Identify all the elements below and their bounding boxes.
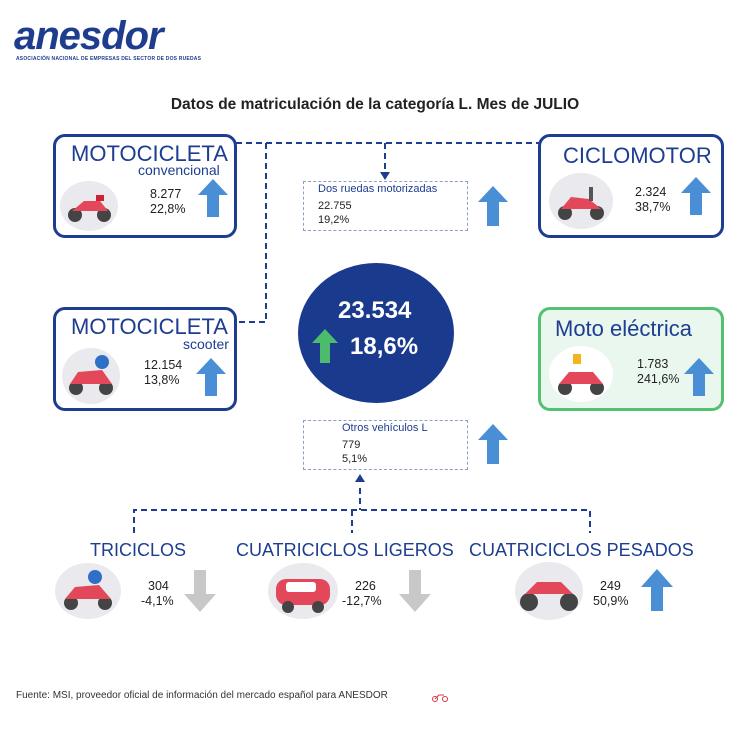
triciclos-percent: -4,1% bbox=[141, 594, 174, 608]
cuatriciclos-pesados-value: 249 bbox=[600, 579, 621, 593]
arrowhead-otros bbox=[355, 474, 365, 482]
arrow-up-icon bbox=[641, 569, 673, 611]
brand-logo-subtitle: ASOCIACIÓN NACIONAL DE EMPRESAS DEL SECT… bbox=[16, 56, 202, 62]
percent: 241,6% bbox=[637, 372, 680, 386]
arrow-up-icon bbox=[684, 358, 714, 396]
card-subtitle: scooter bbox=[183, 336, 229, 352]
electric-scooter-icon bbox=[549, 346, 613, 402]
card-moto-electrica: Moto eléctrica 1.783 241,6% bbox=[538, 307, 724, 411]
card-motocicleta-scooter: MOTOCICLETA scooter 12.154 13,8% bbox=[53, 307, 237, 411]
box-label: Dos ruedas motorizadas bbox=[318, 183, 438, 195]
percent: 22,8% bbox=[150, 202, 186, 216]
quad-icon bbox=[515, 562, 583, 620]
value: 22.755 bbox=[318, 200, 352, 212]
box-otros-vehiculos-l: Otros vehículos L 779 5,1% bbox=[303, 420, 468, 470]
triciclos-value: 304 bbox=[148, 579, 169, 593]
value: 779 bbox=[342, 439, 361, 451]
cuatriciclos-ligeros-title: CUATRICICLOS LIGEROS bbox=[236, 540, 454, 560]
brand-logo: anesdor bbox=[14, 14, 164, 58]
arrow-up-icon bbox=[198, 179, 228, 217]
connector-bottom bbox=[133, 509, 591, 533]
triciclos-title: TRICICLOS bbox=[90, 540, 187, 560]
tricycle-icon bbox=[55, 563, 121, 619]
box-label: Otros vehículos L bbox=[342, 422, 428, 434]
box-dos-ruedas-motorizadas: Dos ruedas motorizadas 22.755 19,2% bbox=[303, 181, 468, 231]
arrow-up-icon bbox=[478, 186, 508, 226]
cuatriciclos-pesados-percent: 50,9% bbox=[593, 594, 629, 608]
percent: 13,8% bbox=[144, 373, 180, 387]
page-title: Datos de matriculación de la categoría L… bbox=[170, 96, 580, 113]
card-title: CICLOMOTOR bbox=[563, 143, 712, 168]
cuatriciclos-pesados-title: CUATRICICLOS PESADOS bbox=[469, 540, 694, 560]
arrow-down-icon bbox=[399, 570, 431, 612]
total-percent: 18,6% bbox=[350, 333, 419, 360]
total-value: 23.534 bbox=[338, 297, 412, 324]
arrow-down-icon bbox=[184, 570, 216, 612]
motorcycle-icon bbox=[60, 181, 118, 231]
card-title: MOTOCICLETA bbox=[71, 314, 228, 339]
value: 8.277 bbox=[150, 187, 182, 201]
moped-icon bbox=[549, 173, 613, 229]
total-circle: 23.534 18,6% bbox=[298, 263, 454, 403]
connector-left bbox=[236, 143, 267, 323]
card-title: MOTOCICLETA bbox=[71, 141, 228, 166]
value: 12.154 bbox=[144, 358, 183, 372]
cuatriciclos-ligeros-percent: -12,7% bbox=[342, 594, 382, 608]
scooter-icon bbox=[62, 348, 120, 404]
microcar-icon bbox=[268, 563, 338, 619]
percent: 38,7% bbox=[635, 200, 671, 214]
cuatriciclos-ligeros-value: 226 bbox=[355, 579, 376, 593]
card-motocicleta-convencional: MOTOCICLETA convencional 8.277 22,8% bbox=[53, 134, 237, 238]
card-title: Moto eléctrica bbox=[555, 316, 692, 341]
value: 1.783 bbox=[637, 357, 669, 371]
card-ciclomotor: CICLOMOTOR 2.324 38,7% bbox=[538, 134, 724, 238]
source-footer: Fuente: MSI, proveedor oficial de inform… bbox=[16, 690, 388, 701]
value: 2.324 bbox=[635, 185, 667, 199]
percent: 5,1% bbox=[342, 453, 368, 465]
arrowhead-dos-ruedas bbox=[380, 172, 390, 180]
arrow-up-icon bbox=[681, 177, 711, 215]
small-motorcycle-icon bbox=[432, 694, 448, 702]
percent: 19,2% bbox=[318, 214, 350, 226]
card-subtitle: convencional bbox=[138, 162, 220, 178]
arrow-up-icon bbox=[312, 329, 338, 363]
arrow-up-icon bbox=[478, 424, 508, 464]
arrow-up-icon bbox=[196, 358, 226, 396]
